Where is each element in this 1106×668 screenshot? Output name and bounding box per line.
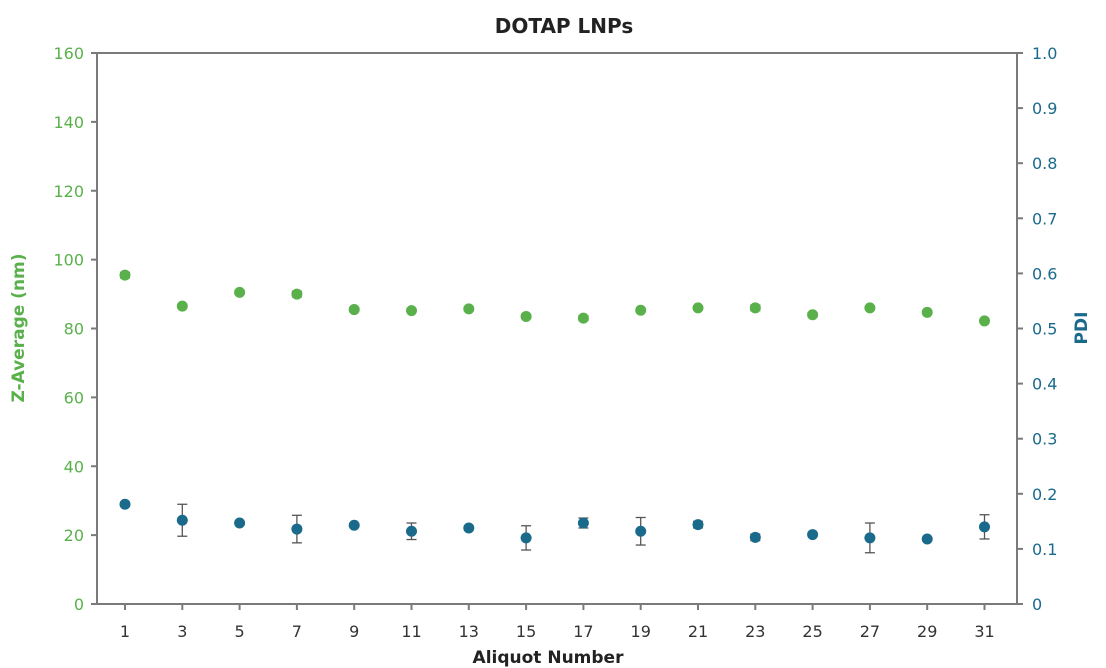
- left-tick-label: 100: [53, 251, 84, 270]
- pdi-point: [577, 517, 589, 529]
- zaverage-point: [807, 309, 819, 321]
- left-tick-label: 80: [64, 320, 84, 339]
- right-y-axis-label: PDI: [1072, 312, 1092, 345]
- x-axis-label: Aliquot Number: [473, 648, 625, 668]
- zaverage-point: [176, 300, 188, 312]
- left-tick-label: 120: [53, 182, 84, 201]
- right-tick-label: 0.9: [1032, 99, 1057, 118]
- x-tick-label: 15: [516, 622, 536, 641]
- x-tick-label: 19: [631, 622, 651, 641]
- right-tick-label: 0: [1032, 595, 1042, 614]
- left-tick-label: 160: [53, 44, 84, 63]
- left-tick-label: 20: [64, 526, 84, 545]
- pdi-point: [864, 532, 876, 544]
- pdi-point: [463, 522, 475, 534]
- x-tick-label: 7: [292, 622, 302, 641]
- pdi-point: [749, 531, 761, 543]
- zaverage-point: [749, 302, 761, 314]
- left-tick-label: 140: [53, 113, 84, 132]
- x-tick-label: 29: [917, 622, 937, 641]
- zaverage-point: [692, 302, 704, 314]
- left-y-ticks: 0 20 40 60 80 100 120 140 160: [53, 44, 97, 614]
- zaverage-point: [463, 303, 475, 315]
- pdi-point: [406, 525, 417, 537]
- pdi-point: [520, 532, 532, 544]
- right-tick-label: 0.4: [1032, 375, 1057, 394]
- pdi-point: [635, 525, 647, 537]
- x-tick-label: 31: [974, 622, 994, 641]
- left-tick-label: 0: [74, 595, 84, 614]
- zaverage-point: [577, 312, 589, 324]
- x-tick-label: 17: [573, 622, 593, 641]
- left-tick-label: 40: [64, 457, 84, 476]
- right-tick-label: 1.0: [1032, 44, 1057, 63]
- x-tick-label: 9: [349, 622, 359, 641]
- zaverage-point: [348, 304, 360, 316]
- zaverage-point: [520, 310, 532, 322]
- pdi-series: [119, 498, 990, 554]
- left-tick-label: 60: [64, 388, 84, 407]
- right-tick-label: 0.6: [1032, 264, 1057, 283]
- zaverage-point: [979, 315, 990, 327]
- x-tick-label: 21: [688, 622, 708, 641]
- x-tick-label: 23: [745, 622, 765, 641]
- left-y-axis-label: Z-Average (nm): [9, 253, 29, 402]
- pdi-point: [979, 521, 990, 533]
- pdi-point: [692, 519, 704, 531]
- pdi-point: [176, 514, 188, 526]
- zaverage-point: [119, 269, 131, 281]
- right-tick-label: 0.2: [1032, 485, 1057, 504]
- x-ticks: 1 3 5 7 9 11 13 15 17 19 21 23 25 27 29 31: [120, 604, 995, 641]
- x-tick-label: 3: [177, 622, 187, 641]
- zaverage-point: [234, 286, 246, 298]
- pdi-point: [348, 519, 360, 531]
- pdi-point: [119, 498, 131, 510]
- right-tick-label: 0.3: [1032, 430, 1057, 449]
- pdi-point: [291, 523, 303, 535]
- pdi-point: [921, 533, 933, 545]
- zaverage-point: [864, 302, 876, 314]
- right-tick-label: 0.5: [1032, 320, 1057, 339]
- zaverage-series: [119, 269, 990, 327]
- right-tick-label: 0.1: [1032, 540, 1057, 559]
- right-tick-label: 0.8: [1032, 154, 1057, 173]
- x-tick-label: 1: [120, 622, 130, 641]
- x-tick-label: 25: [802, 622, 822, 641]
- right-tick-label: 0.7: [1032, 209, 1057, 228]
- zaverage-point: [635, 304, 647, 316]
- zaverage-point: [291, 288, 303, 300]
- pdi-point: [234, 517, 246, 529]
- x-tick-label: 5: [235, 622, 245, 641]
- x-tick-label: 11: [401, 622, 421, 641]
- zaverage-point: [921, 306, 933, 318]
- zaverage-point: [406, 305, 417, 317]
- pdi-point: [807, 529, 819, 541]
- right-y-ticks: 0 0.1 0.2 0.3 0.4 0.5 0.6 0.7 0.8 0.9 1.0: [1017, 44, 1057, 614]
- x-tick-label: 13: [459, 622, 479, 641]
- x-tick-label: 27: [860, 622, 880, 641]
- chart-title: DOTAP LNPs: [495, 14, 634, 38]
